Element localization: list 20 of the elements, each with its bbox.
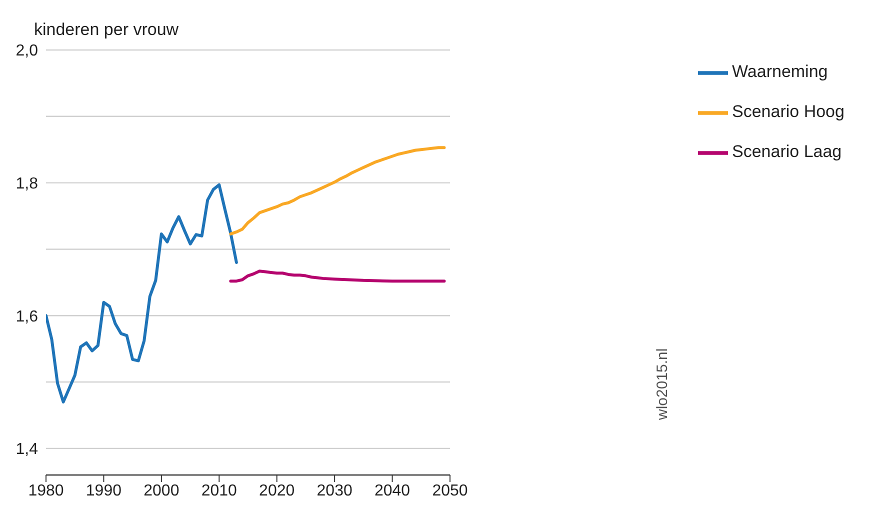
line-series (229, 270, 446, 283)
text: wlo2015.nl (654, 348, 671, 420)
x-tick-label: 2010 (201, 482, 238, 500)
x-tick-label: 1980 (28, 482, 64, 500)
x-tick-label: 2030 (316, 482, 352, 500)
x-tick-label: 2000 (144, 482, 180, 500)
legend-label: Scenario Hoog (732, 102, 844, 121)
legend-label: Scenario Laag (732, 142, 842, 161)
x-tick-label: 2050 (432, 482, 468, 500)
x-tick-label: 2020 (259, 482, 295, 500)
line-series (229, 146, 446, 236)
legend-label: Waarneming (732, 62, 828, 81)
y-tick-label: 1,8 (16, 175, 38, 192)
y-tick-label: 1,4 (16, 441, 38, 458)
y-tick-label: 2,0 (16, 42, 38, 60)
y-axis-title: kinderen per vrouw (34, 20, 179, 40)
x-tick-label: 1990 (86, 482, 122, 500)
y-tick-label: 1,6 (16, 308, 38, 326)
line-series (46, 183, 238, 404)
x-tick-label: 2040 (374, 482, 410, 500)
